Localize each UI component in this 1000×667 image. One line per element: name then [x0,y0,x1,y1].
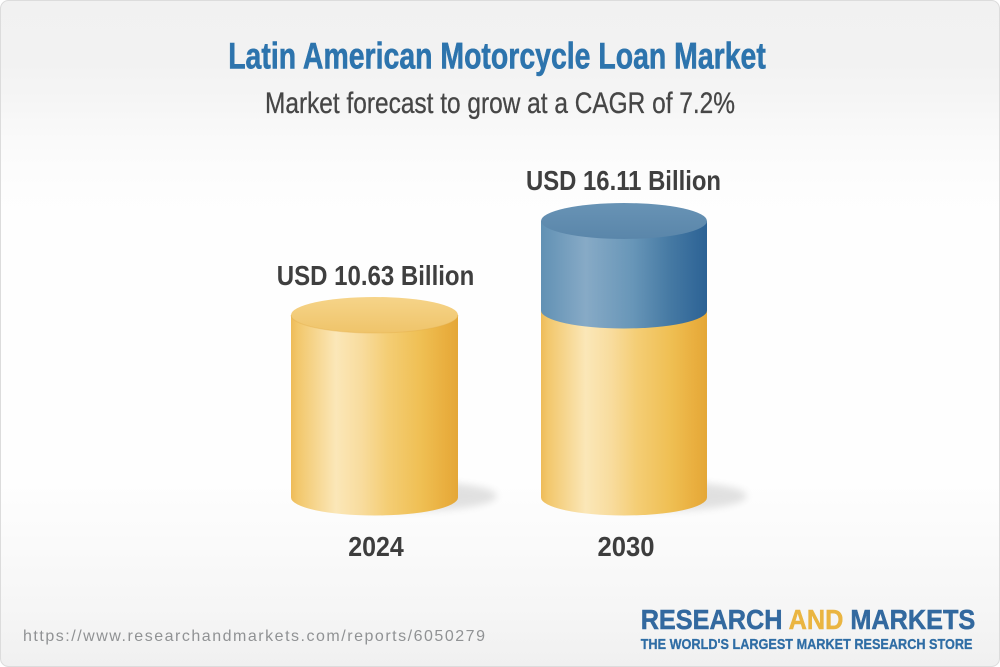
svg-text:2024: 2024 [348,531,404,562]
svg-text:RESEARCH AND MARKETS: RESEARCH AND MARKETS [641,604,976,635]
svg-text:Market forecast to grow at a C: Market forecast to grow at a CAGR of 7.2… [265,87,735,120]
svg-text:2030: 2030 [598,531,655,562]
svg-text:Latin American Motorcycle Loan: Latin American Motorcycle Loan Market [228,36,766,77]
svg-text:https://www.researchandmarkets: https://www.researchandmarkets.com/repor… [23,628,485,645]
svg-text:USD 10.63 Billion: USD 10.63 Billion [277,260,475,291]
svg-text:THE WORLD'S LARGEST MARKET RES: THE WORLD'S LARGEST MARKET RESEARCH STOR… [641,636,973,653]
svg-text:USD 16.11 Billion: USD 16.11 Billion [526,165,721,196]
